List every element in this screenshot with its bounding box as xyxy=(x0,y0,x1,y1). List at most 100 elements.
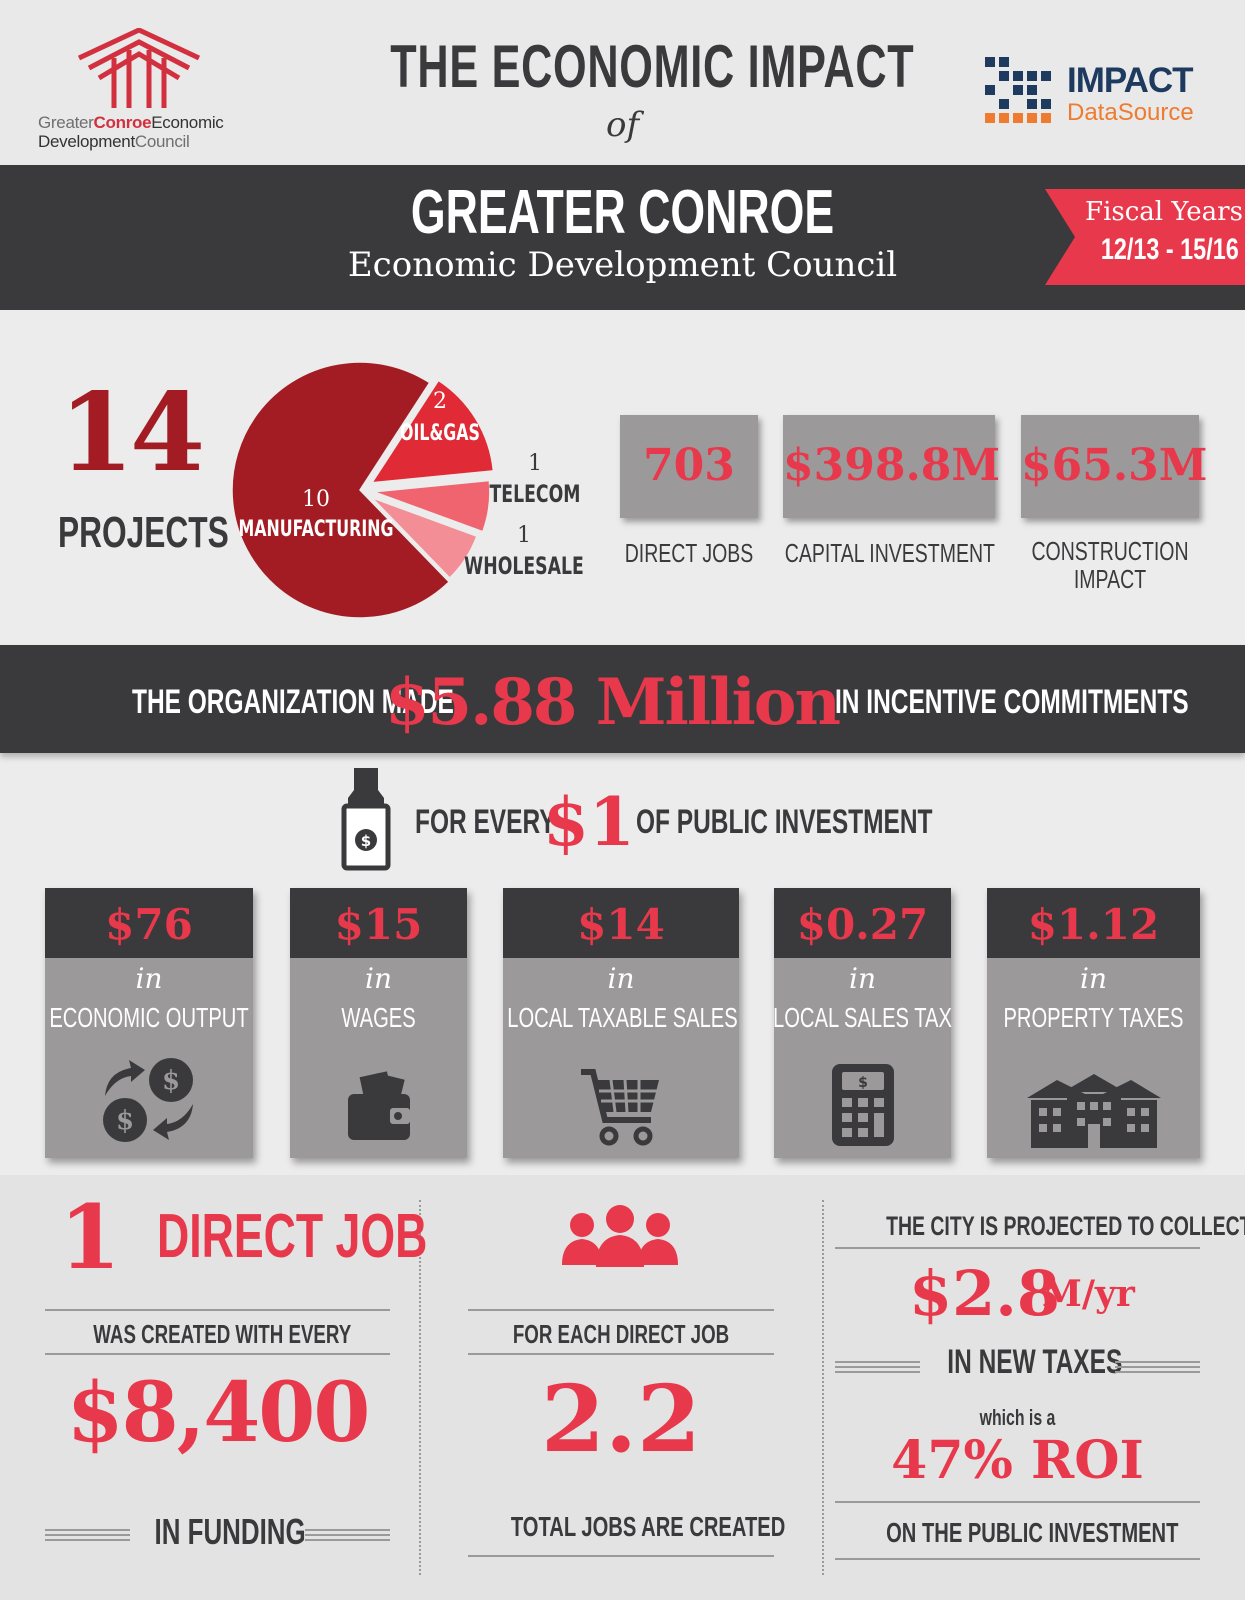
stat-value: $65.3M xyxy=(1021,440,1208,491)
title-of: of xyxy=(605,105,640,145)
column-divider xyxy=(419,1200,421,1575)
stat-card-construction: $65.3M xyxy=(1021,415,1208,518)
divider-line xyxy=(835,1247,1200,1249)
divider-line xyxy=(468,1555,774,1557)
project-pie-chart: 10 MANUFACTURING 2 OIL&GAS 1 TELECOM 1 WHOLESAL… xyxy=(231,361,584,619)
benefit-value: $15 xyxy=(334,900,423,949)
wallet-icon xyxy=(347,1071,410,1140)
benefit-head: $14 xyxy=(503,888,739,958)
building-icon xyxy=(1026,1074,1161,1148)
stat-card-jobs: 703 xyxy=(620,415,758,518)
benefit-label: LOCAL TAXABLE SALES xyxy=(507,1002,738,1033)
pie-slice-manufacturing xyxy=(231,361,451,619)
logo-line-1: GreaterConroeEconomic xyxy=(38,113,224,132)
pie-label-oil-gas: OIL&GAS xyxy=(400,419,480,445)
every-dollar-row: $ FOR EVERY $1 OF PUBLIC INVESTMENT xyxy=(0,753,1245,873)
direct-job-title: DIRECT JOB xyxy=(157,1202,428,1271)
benefit-in: in xyxy=(365,962,392,995)
pie-slice-wholesale xyxy=(371,496,478,580)
org-subtitle: Economic Development Council xyxy=(347,245,898,285)
svg-text:$: $ xyxy=(858,1075,868,1091)
benefit-label: PROPERTY TAXES xyxy=(1003,1002,1184,1033)
col1-amount: $8,400 xyxy=(66,1365,371,1461)
org-banner: GREATER CONROE Economic Development Coun… xyxy=(0,165,1245,310)
pie-slice-oil-gas xyxy=(370,379,495,484)
triple-line xyxy=(1115,1361,1200,1373)
pie-label-manufacturing: MANUFACTURING xyxy=(239,515,394,541)
calculator-icon: $ xyxy=(831,1064,894,1146)
col3-which: which is a xyxy=(979,1405,1056,1430)
col3-head: THE CITY IS PROJECTED TO COLLECT xyxy=(886,1211,1245,1241)
pie-value-oil-gas: 2 xyxy=(433,389,447,414)
ribbon-shape-icon xyxy=(1045,189,1245,285)
triple-line xyxy=(45,1529,130,1541)
col2-sub: FOR EACH DIRECT JOB xyxy=(512,1319,730,1349)
pie-slice-telecom xyxy=(373,479,491,533)
fiscal-years-ribbon: Fiscal Years 12/13 - 15/16 xyxy=(1045,189,1245,285)
page-title: THE ECONOMIC IMPACT xyxy=(390,33,915,100)
divider-line xyxy=(835,1501,1200,1503)
pie-value-wholesale: 1 xyxy=(517,523,531,548)
benefit-in: in xyxy=(607,962,635,995)
header: GreaterConroeEconomic DevelopmentCouncil… xyxy=(0,0,1245,165)
divider-line xyxy=(468,1309,774,1311)
stat-value: $398.8M xyxy=(783,440,1001,491)
stat-label: CONSTRUCTION xyxy=(1031,536,1189,566)
logo-datasource-word: DataSource xyxy=(1067,99,1194,126)
svg-text:$: $ xyxy=(162,1066,180,1096)
benefit-value: $1.12 xyxy=(1027,900,1160,949)
col3-unit: M/yr xyxy=(1042,1273,1135,1315)
benefit-label: WAGES xyxy=(341,1002,416,1033)
cart-icon xyxy=(581,1069,659,1146)
benefit-value: $76 xyxy=(105,900,193,949)
gcedc-logo: GreaterConroeEconomic DevelopmentCouncil xyxy=(36,28,266,158)
divider-line xyxy=(45,1353,390,1355)
tree-logo-icon xyxy=(77,28,201,108)
stat-value: 703 xyxy=(643,440,735,491)
triple-line xyxy=(305,1529,390,1541)
project-label: PROJECTS xyxy=(58,508,229,557)
benefit-head: $1.12 xyxy=(987,888,1200,958)
project-count: 14 xyxy=(58,370,205,496)
benefit-card-taxable-sales: $14 in LOCAL TAXABLE SALES xyxy=(503,888,739,1158)
benefit-head: $76 xyxy=(45,888,253,958)
benefit-label: ECONOMIC OUTPUT xyxy=(49,1002,249,1033)
stat-label: CAPITAL INVESTMENT xyxy=(784,538,995,568)
pie-value-telecom: 1 xyxy=(528,451,542,476)
col1-sub: WAS CREATED WITH EVERY xyxy=(93,1319,352,1349)
col2-amount: 2.2 xyxy=(540,1365,702,1473)
incentive-suffix: IN INCENTIVE COMMITMENTS xyxy=(835,683,1189,721)
stat-card-capital: $398.8M xyxy=(783,415,1001,518)
column-divider xyxy=(822,1200,824,1575)
pie-label-telecom: TELECOM xyxy=(490,480,581,508)
hand-money-icon: $ xyxy=(341,768,391,871)
fiscal-label: Fiscal Years xyxy=(1085,197,1243,227)
benefit-value: $14 xyxy=(577,900,665,949)
fiscal-range: 12/13 - 15/16 xyxy=(1100,233,1239,266)
bottom-section: 1 DIRECT JOB WAS CREATED WITH EVERY $8,4… xyxy=(0,1175,1245,1600)
col1-foot: IN FUNDING xyxy=(154,1511,306,1552)
benefit-card-wages: $15 in WAGES xyxy=(290,888,467,1158)
exchange-icon: $ $ xyxy=(103,1058,193,1142)
benefit-card-sales-tax: $0.27 in LOCAL SALES TAX $ xyxy=(773,888,952,1158)
direct-job-number: 1 xyxy=(59,1185,121,1289)
org-name: GREATER CONROE xyxy=(410,178,835,247)
benefit-value: $0.27 xyxy=(796,900,929,949)
benefit-card-output: $76 in ECONOMIC OUTPUT $ $ xyxy=(45,888,253,1158)
col3-amount: $2.8 xyxy=(908,1257,1060,1330)
benefit-in: in xyxy=(135,962,163,995)
col3-roi: 47% ROI xyxy=(891,1430,1144,1491)
logo-impact-word: IMPACT xyxy=(1067,61,1194,100)
people-icon xyxy=(562,1205,678,1267)
benefit-card-property-taxes: $1.12 in PROPERTY TAXES xyxy=(987,888,1200,1158)
pie-value-manufacturing: 10 xyxy=(302,487,330,512)
divider-line xyxy=(468,1353,774,1355)
col3-foot: ON THE PUBLIC INVESTMENT xyxy=(886,1517,1179,1548)
benefit-head: $15 xyxy=(290,888,467,958)
benefit-head: $0.27 xyxy=(774,888,951,958)
logo-line-2: DevelopmentCouncil xyxy=(38,132,190,151)
impact-datasource-logo: IMPACT DataSource xyxy=(985,55,1215,135)
pie-label-wholesale: WHOLESALE xyxy=(464,552,584,580)
every-prefix: FOR EVERY xyxy=(415,803,556,841)
pixel-logo-icon xyxy=(985,57,1051,123)
